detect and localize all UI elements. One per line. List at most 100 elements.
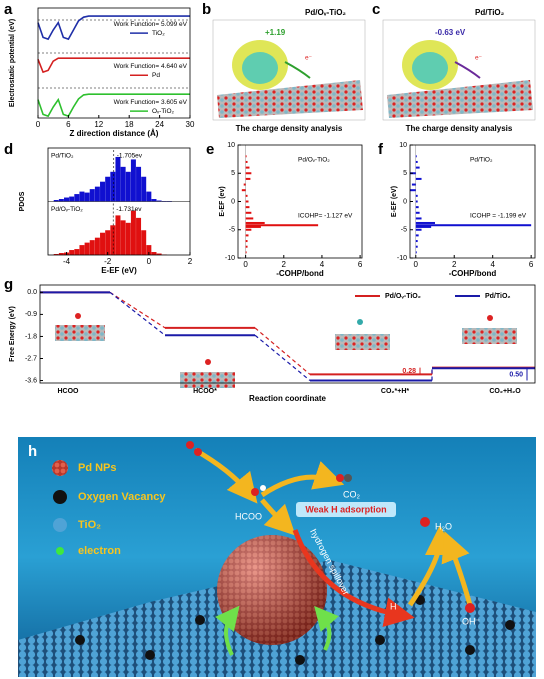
y-axis-label: PDOS xyxy=(19,191,26,211)
y-tick-label: -1.8 xyxy=(25,333,37,340)
frame xyxy=(37,7,191,119)
annotation: ICOHP = -1.199 eV xyxy=(470,212,527,219)
bar xyxy=(125,171,131,202)
chart-title: Pd/TiO₂ xyxy=(470,157,493,164)
bar xyxy=(64,197,70,202)
caption: The charge density analysis xyxy=(236,124,343,133)
bar xyxy=(245,225,261,228)
y-tick-label: -0.9 xyxy=(25,311,37,318)
panel-label: g xyxy=(4,276,13,293)
x-tick-label: 24 xyxy=(155,120,164,129)
bar xyxy=(245,177,251,180)
y-tick-label: 5 xyxy=(231,170,235,177)
x-axis-label: E-EF (eV) xyxy=(101,266,137,275)
panel-label: b xyxy=(202,1,211,18)
bar xyxy=(146,191,152,202)
legend-text: Pd xyxy=(152,72,160,79)
y-tick-label: 10 xyxy=(399,142,407,149)
panel-label: e xyxy=(206,141,214,158)
y-axis-label: Electrostatic potential (eV) xyxy=(9,19,16,107)
frame xyxy=(39,284,536,384)
vacancy xyxy=(145,650,155,660)
x-tick-label: 0 xyxy=(414,260,419,269)
bar xyxy=(69,196,75,202)
bar xyxy=(245,172,252,175)
connector xyxy=(254,334,311,382)
annotation: 0.28 xyxy=(402,368,416,375)
bar xyxy=(115,156,121,202)
arrow xyxy=(407,525,455,607)
bar xyxy=(69,250,75,255)
bar xyxy=(125,222,131,255)
molecule xyxy=(487,315,493,321)
y-tick-label: 0 xyxy=(231,198,235,205)
y-tick-label: -3.6 xyxy=(25,377,37,384)
y-tick-label: -10 xyxy=(225,255,235,262)
label: OH⁻ xyxy=(462,616,481,626)
bar xyxy=(245,206,250,209)
bar xyxy=(243,183,246,186)
chart-title: Pd/Oᵥ-TiO₂ xyxy=(298,157,330,164)
vacancy xyxy=(505,620,515,630)
transfer-arrow xyxy=(284,61,311,79)
bar xyxy=(58,199,64,202)
molecule xyxy=(420,517,430,527)
structure xyxy=(55,325,105,341)
vacancy xyxy=(295,655,305,665)
bar xyxy=(105,176,111,202)
x-tick-label: 2 xyxy=(188,257,193,266)
structure xyxy=(180,372,235,388)
y-tick-label: 0 xyxy=(403,198,407,205)
annotation: ICOHP= -1.127 eV xyxy=(298,212,353,219)
image-title: Pd/TiO₂ xyxy=(475,8,505,17)
bar xyxy=(415,234,419,237)
bar xyxy=(89,240,95,255)
y-tick-label: 10 xyxy=(227,142,235,149)
slab xyxy=(217,80,363,118)
bar xyxy=(130,159,136,202)
bar xyxy=(89,189,95,202)
electron-arrow xyxy=(215,605,240,656)
annotation: 0.50 xyxy=(509,371,523,378)
x-axis-label: Reaction coordinate xyxy=(249,394,326,403)
panel-g-structures xyxy=(55,313,517,388)
molecule xyxy=(357,319,363,325)
transfer-arrow xyxy=(454,61,481,79)
line xyxy=(37,93,190,118)
label: Weak H adsorption xyxy=(305,504,386,514)
series-label: Pd/TiO₂ xyxy=(51,153,74,160)
bar xyxy=(245,160,248,163)
x-tick-label: 4 xyxy=(320,260,325,269)
vacancy xyxy=(195,615,205,625)
bar xyxy=(415,200,418,203)
legend-text: Pd/TiO₂ xyxy=(485,293,511,300)
frame xyxy=(47,147,191,256)
annotation: Work Function= 4.640 eV xyxy=(114,63,188,70)
bar xyxy=(415,160,418,163)
bar xyxy=(94,186,100,202)
panel-label: c xyxy=(372,1,380,18)
electron-arrow xyxy=(314,605,339,651)
molecule xyxy=(194,448,202,456)
structure xyxy=(335,334,390,350)
legend-icon xyxy=(52,460,68,476)
molecule xyxy=(205,359,211,365)
arrow xyxy=(441,531,473,606)
bar xyxy=(136,217,142,255)
bar xyxy=(136,166,142,202)
x-tick-label: 0 xyxy=(243,260,248,269)
molecule xyxy=(344,474,352,482)
bar xyxy=(415,211,420,214)
panel-label: f xyxy=(378,141,384,158)
molecule xyxy=(186,441,194,449)
x-tick-label: 2 xyxy=(282,260,287,269)
bar xyxy=(100,181,106,202)
x-tick-label: 6 xyxy=(66,120,71,129)
caption: The charge density analysis xyxy=(406,124,513,133)
y-tick-label: -10 xyxy=(397,255,407,262)
bar xyxy=(156,200,162,202)
connector xyxy=(109,291,166,336)
x-tick-label: 30 xyxy=(186,120,195,129)
bar xyxy=(105,230,111,255)
